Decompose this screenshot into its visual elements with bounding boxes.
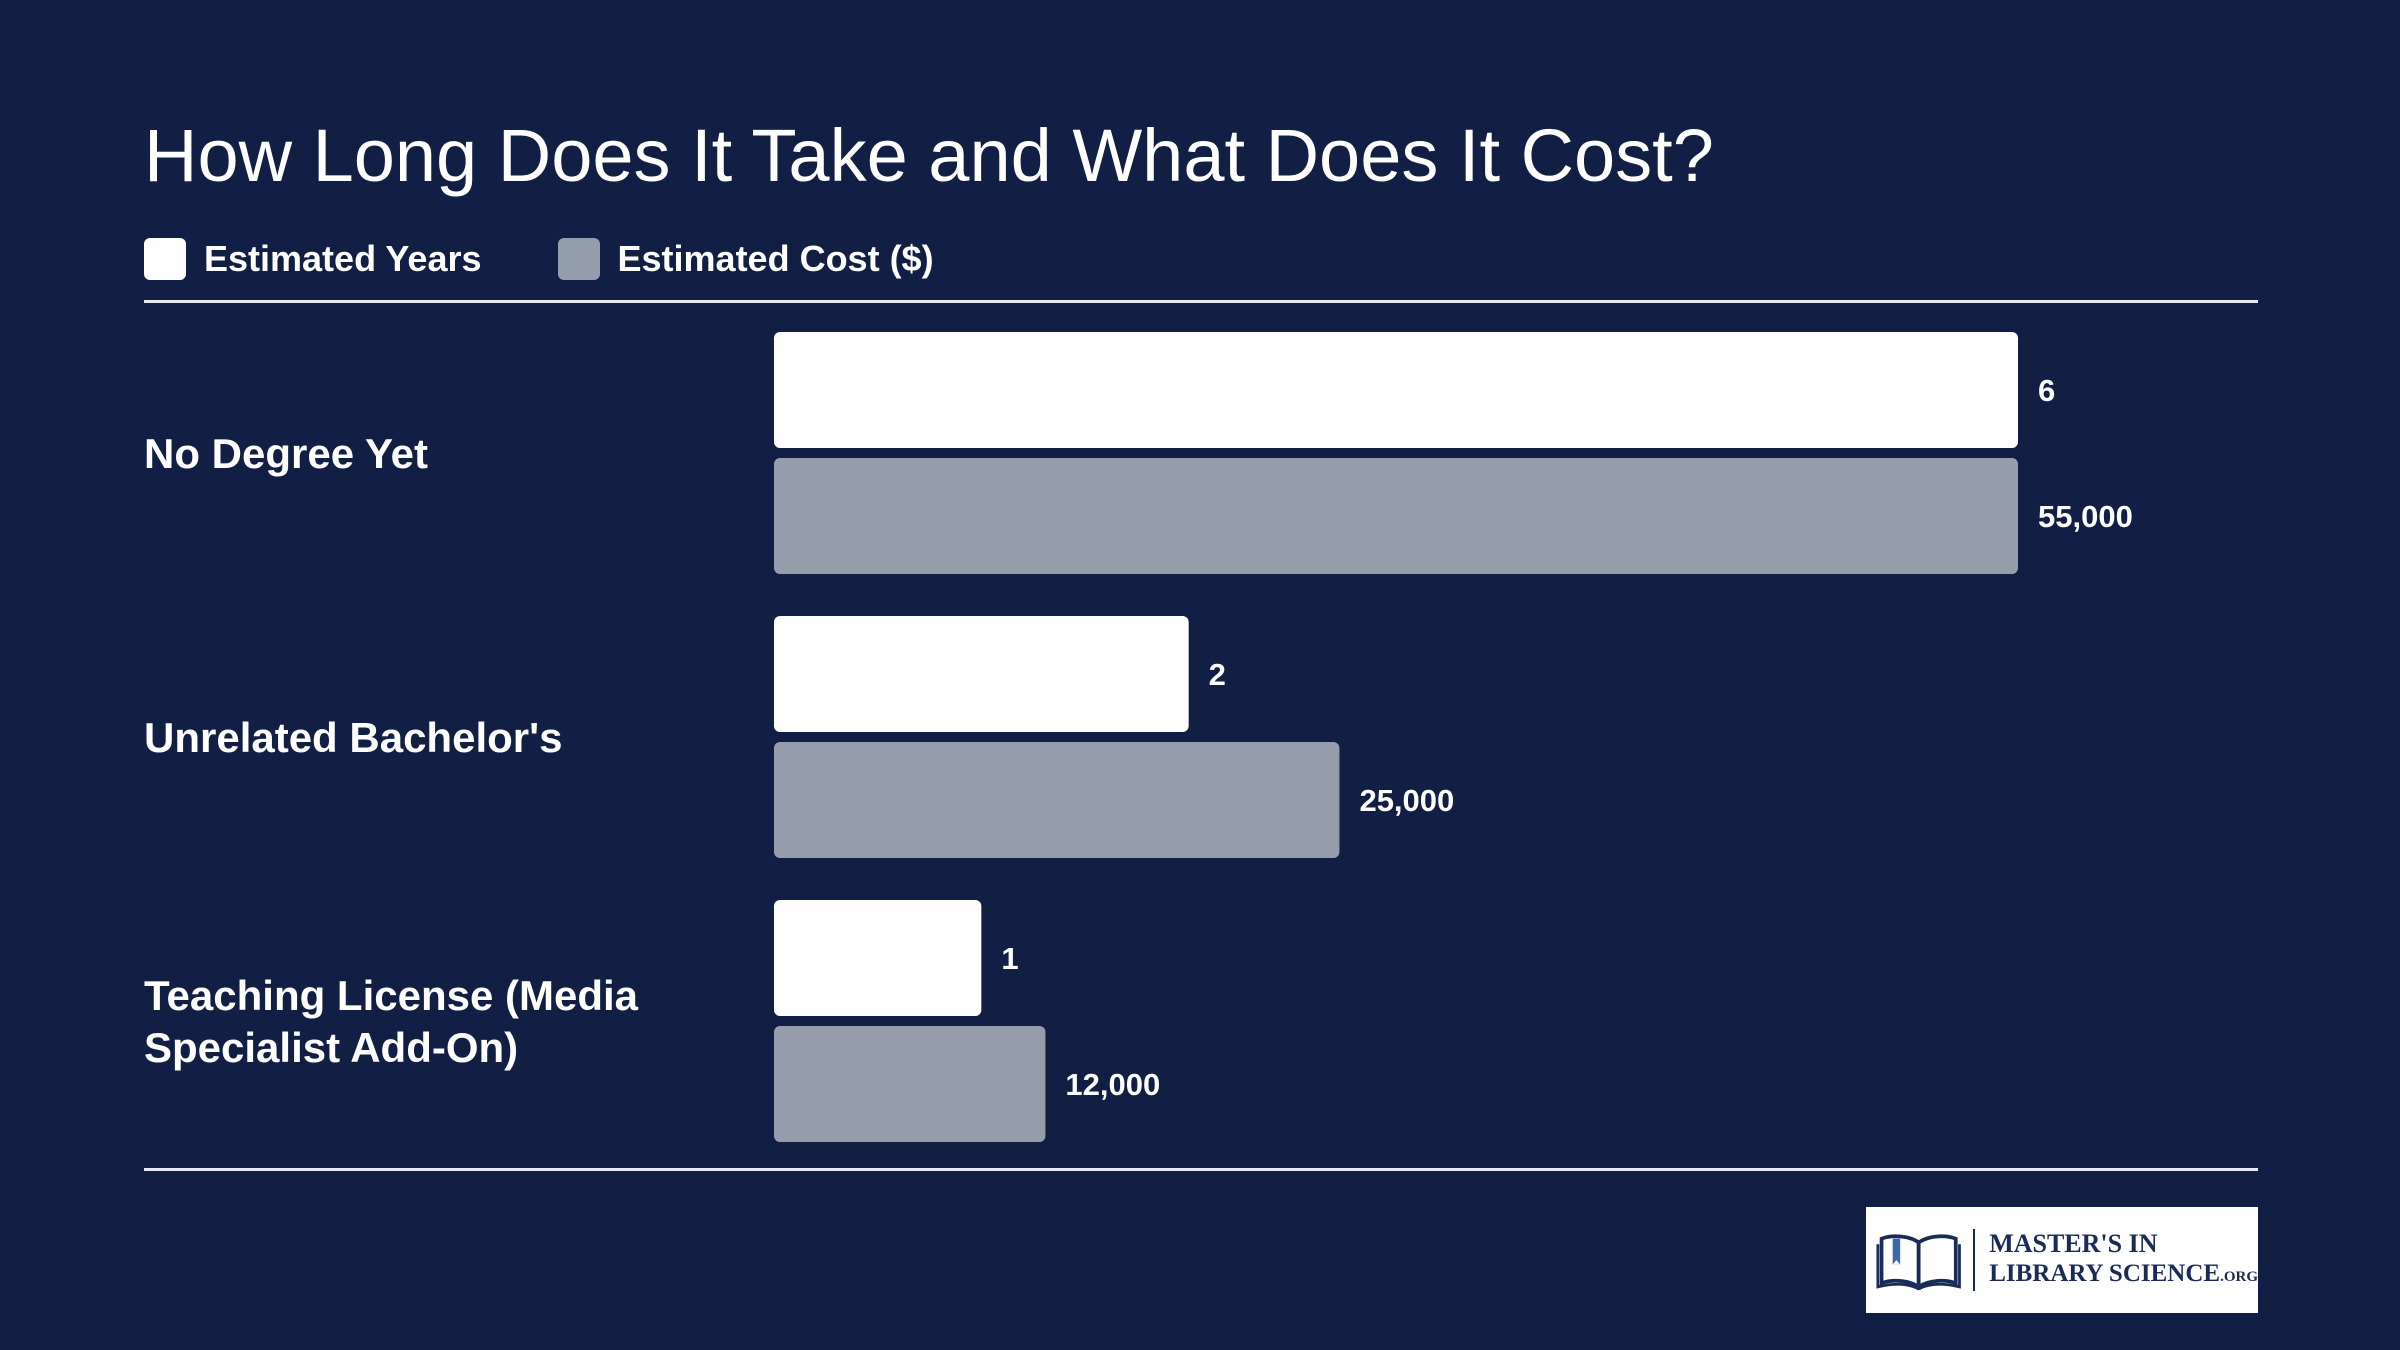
legend-label-years: Estimated Years [204, 238, 482, 279]
bar-estimated-cost-no-degree-yet [774, 458, 2018, 574]
value-label-estimated-cost-no-degree-yet: 55,000 [2038, 499, 2133, 534]
legend-swatch-years [144, 238, 186, 280]
value-label-estimated-cost-unrelated-bachelor-s: 25,000 [1359, 783, 1454, 818]
legend-item-years: Estimated Years [144, 238, 482, 280]
open-book-icon [1876, 1234, 1961, 1291]
legend-swatch-cost [557, 238, 600, 280]
bar-estimated-cost-unrelated-bachelor-s [774, 742, 1340, 858]
value-label-estimated-years-teaching-license-media-specialist-add-on: 1 [1001, 941, 1018, 976]
category-label-unrelated-bachelor-s: Unrelated Bachelor's [144, 714, 562, 761]
legend: Estimated Years Estimated Cost ($) [144, 236, 1010, 282]
bar-estimated-years-unrelated-bachelor-s [774, 616, 1189, 732]
logo-suffix: .ORG [2220, 1268, 2258, 1285]
bar-estimated-years-teaching-license-media-specialist-add-on [774, 900, 982, 1016]
value-label-estimated-cost-teaching-license-media-specialist-add-on: 12,000 [1065, 1067, 1160, 1102]
bottom-divider [144, 1168, 2258, 1171]
value-label-estimated-years-no-degree-yet: 6 [2038, 373, 2055, 408]
top-divider [144, 300, 2258, 303]
chart-title: How Long Does It Take and What Does It C… [144, 114, 1714, 197]
category-label-no-degree-yet: No Degree Yet [144, 430, 428, 477]
legend-item-cost: Estimated Cost ($) [557, 238, 934, 280]
logo-line-1: MASTER'S IN [1989, 1228, 2158, 1258]
legend-label-cost: Estimated Cost ($) [617, 238, 934, 279]
bar-estimated-years-no-degree-yet [774, 332, 2018, 448]
category-label-teaching-license-media-specialist-add-on: Teaching License (Media Specialist Add-On… [144, 972, 639, 1071]
logo-divider [1973, 1229, 1976, 1291]
logo-wordmark: MASTER'S IN LIBRARY SCIENCE.ORG [1989, 1229, 2258, 1292]
logo-line-2-text: LIBRARY SCIENCE [1989, 1259, 2221, 1287]
bar-estimated-cost-teaching-license-media-specialist-add-on [774, 1026, 1046, 1142]
logo-line-2: LIBRARY SCIENCE.ORG [1989, 1259, 2258, 1292]
site-logo: MASTER'S IN LIBRARY SCIENCE.ORG [1866, 1207, 2258, 1313]
value-label-estimated-years-unrelated-bachelor-s: 2 [1209, 657, 1226, 692]
